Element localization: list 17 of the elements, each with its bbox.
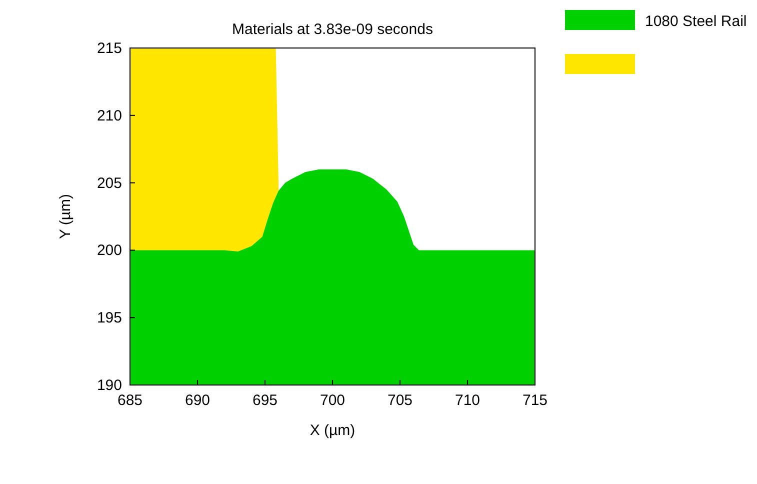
x-tick-label: 695 [252,392,278,409]
chart-title: Materials at 3.83e-09 seconds [232,21,433,38]
y-tick-label: 205 [96,174,122,192]
y-tick-label: 190 [96,377,122,394]
x-tick-label: 715 [522,392,548,409]
x-tick-label: 710 [454,392,480,409]
y-tick-label: 200 [96,242,122,260]
legend-label: 1080 Steel Rail [645,13,747,30]
y-tick-label: 215 [96,40,122,57]
y-tick-label: 195 [96,310,122,327]
y-tick-label: 210 [96,107,122,124]
x-tick-label: 685 [117,392,143,409]
y-axis-title: Y (µm) [57,194,74,240]
x-axis-title: X (µm) [310,422,356,439]
x-tick-label: 690 [184,392,210,409]
x-tick-label: 700 [320,392,346,409]
x-tick-label: 705 [387,392,413,409]
